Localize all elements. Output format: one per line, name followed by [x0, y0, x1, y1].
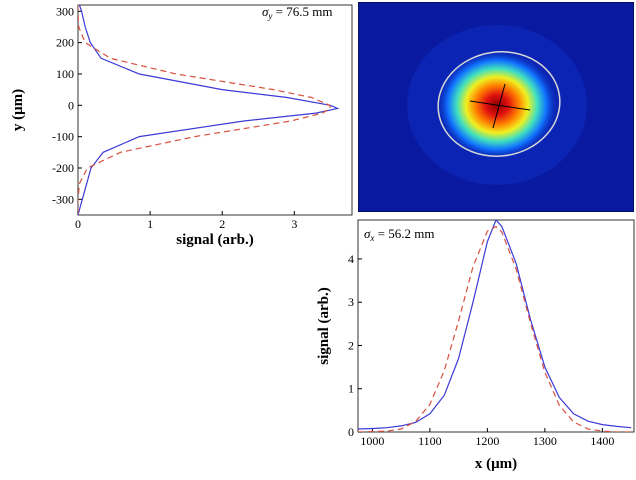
y-tick-label: 0	[348, 425, 354, 439]
annotation-subscript: y	[267, 11, 272, 21]
minor-axis	[492, 83, 506, 129]
annotation-symbol: σ	[262, 4, 269, 19]
x-tick-label: 1400	[590, 434, 614, 448]
y-tick-label: -100	[52, 130, 74, 144]
x-axis-label: signal (arb.)	[176, 232, 254, 248]
beam-image	[358, 2, 634, 212]
annotation-subscript: x	[369, 233, 374, 243]
y-tick-label: 100	[56, 67, 74, 81]
y-tick-label: 200	[56, 36, 74, 50]
annotation: σy = 76.5 mm	[262, 4, 332, 21]
x-axis-label: x (μm)	[475, 456, 517, 472]
x-tick-label: 1200	[475, 434, 499, 448]
fit-ellipse	[437, 51, 561, 157]
x-tick-label: 1	[147, 217, 153, 231]
y-axis-label: signal (arb.)	[316, 287, 332, 365]
y-tick-label: -300	[52, 192, 74, 206]
x-tick-label: 1300	[533, 434, 557, 448]
series-line	[358, 225, 632, 432]
x-tick-label: 1000	[360, 434, 384, 448]
plot-frame	[77, 4, 353, 216]
panel: 0 1 2 3 -300 -200 -100 0 100 200 300 σy = 76.5 mm si…	[10, 4, 353, 248]
annotation-text: = 76.5 mm	[272, 4, 332, 19]
x-tick-label: 0	[75, 217, 81, 231]
y-tick-label: 3	[348, 295, 354, 309]
annotation: σx = 56.2 mm	[364, 226, 434, 243]
plot-frame	[357, 219, 635, 433]
annotation-text: = 56.2 mm	[374, 226, 434, 241]
x-tick-label: 1100	[418, 434, 442, 448]
x-tick-label: 2	[219, 217, 225, 231]
y-axis-label: y (μm)	[10, 89, 26, 131]
y-tick-label: 0	[68, 98, 74, 112]
y-tick-label: -200	[52, 161, 74, 175]
y-tick-label: 2	[348, 338, 354, 352]
x-tick-label: 3	[291, 217, 297, 231]
y-tick-label: 1	[348, 382, 354, 396]
series-line	[358, 220, 632, 430]
y-tick-label: 300	[56, 4, 74, 18]
y-tick-label: 4	[348, 252, 354, 266]
series-line	[78, 5, 340, 215]
series-line	[78, 5, 332, 215]
major-axis	[469, 100, 531, 111]
annotation-symbol: σ	[364, 226, 371, 241]
